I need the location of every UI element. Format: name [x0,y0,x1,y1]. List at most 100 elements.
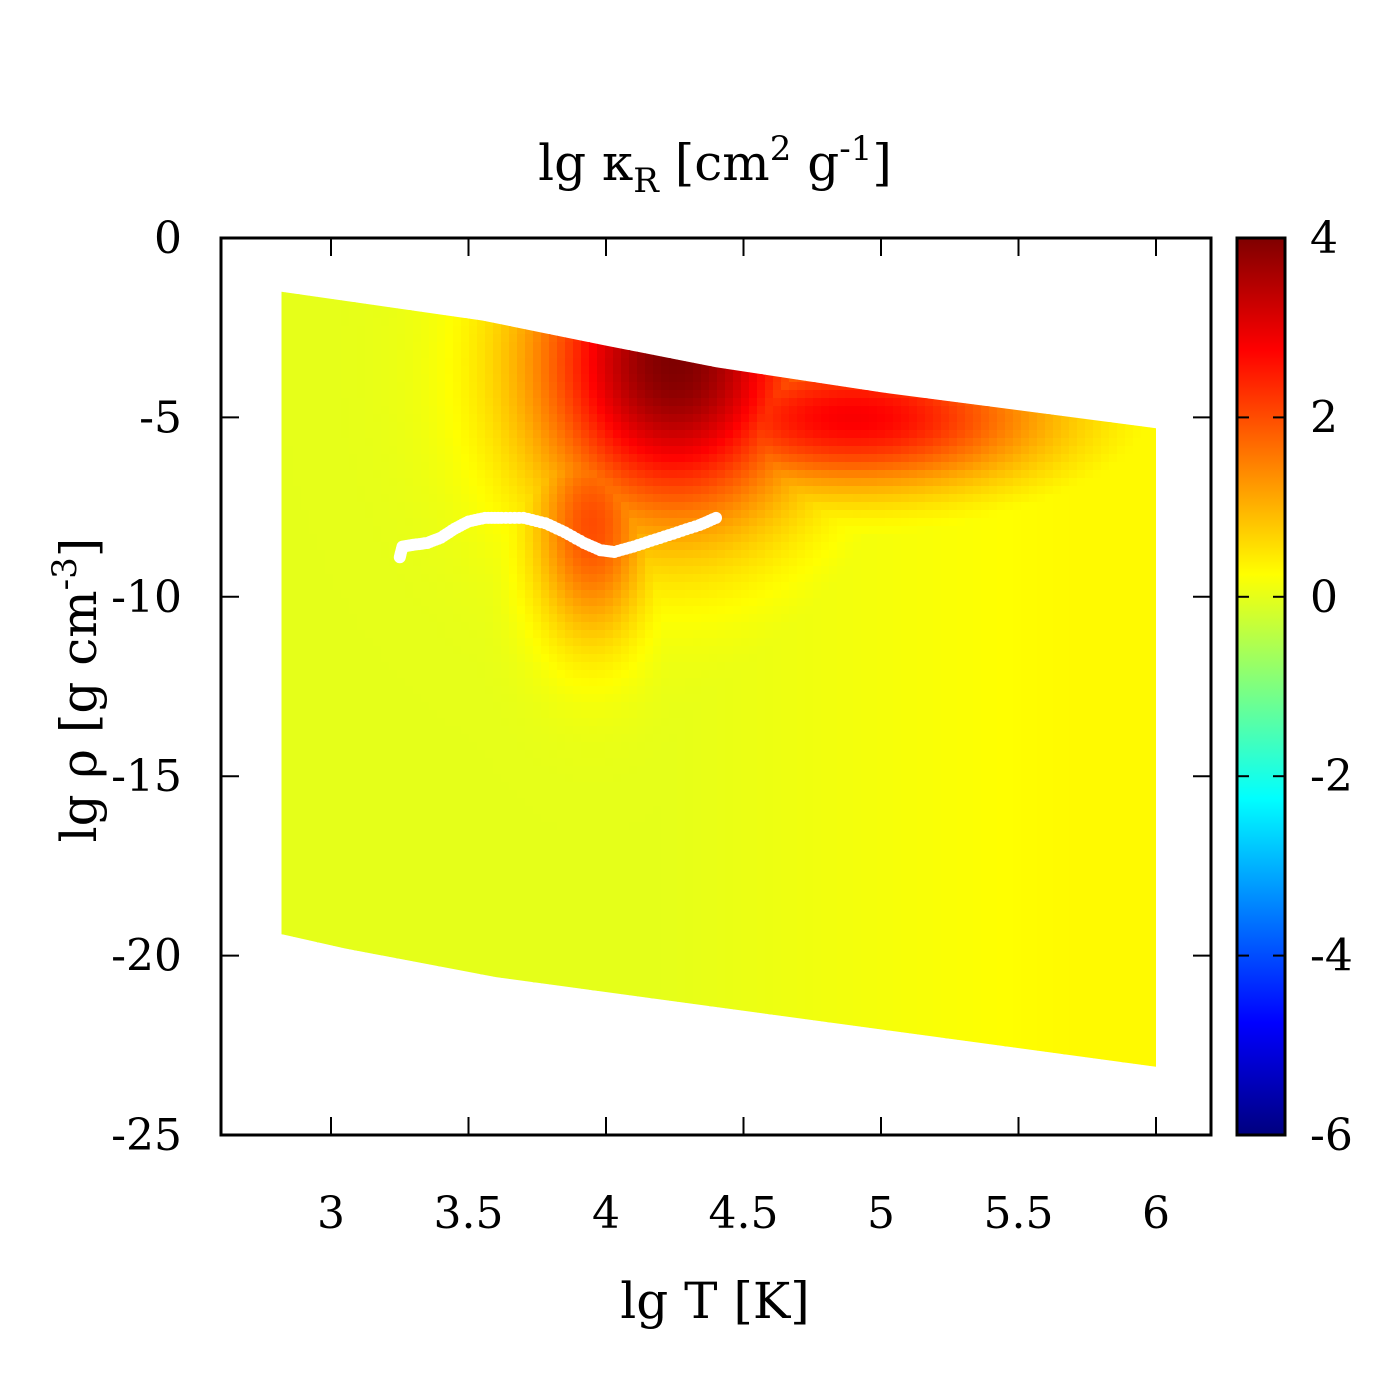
heatmap-cell [277,278,286,287]
heatmap-cell [325,1062,334,1067]
heatmap-cell [245,302,254,311]
heatmap-cell [437,862,446,871]
heatmap-cell [269,694,278,703]
heatmap-cell [325,1086,334,1095]
heatmap-cell [237,830,246,839]
heatmap-cell [517,1062,526,1067]
heatmap-cell [533,886,542,895]
heatmap-cell [261,342,270,351]
heatmap-cell [501,1030,510,1039]
heatmap-cell [517,918,526,927]
heatmap-cell [301,678,310,687]
heatmap-cell [253,710,262,719]
heatmap-cell [237,438,246,447]
heatmap-cell [317,766,326,775]
heatmap-cell [357,254,366,263]
heatmap-cell [421,430,430,439]
heatmap-cell [389,558,398,567]
heatmap-cell [293,462,302,471]
heatmap-cell [565,894,574,903]
heatmap-cell [281,526,286,535]
heatmap-cell [389,574,398,583]
heatmap-cell [549,614,558,623]
heatmap-cell [269,310,278,319]
heatmap-cell [445,622,454,631]
heatmap-cell [413,886,422,895]
heatmap-cell [541,438,550,447]
heatmap-cell [349,1022,358,1031]
heatmap-cell [293,654,302,663]
heatmap-cell [317,1022,326,1031]
heatmap-cell [293,310,302,319]
heatmap-cell [405,1046,414,1055]
heatmap-cell [557,494,566,503]
heatmap-cell [237,630,246,639]
heatmap-cell [485,806,494,815]
heatmap-cell [461,1078,470,1087]
heatmap-cell [485,702,494,711]
heatmap-cell [445,806,454,815]
heatmap-cell [293,846,302,855]
heatmap-cell [341,758,350,767]
heatmap-cell [253,382,262,391]
heatmap-cell [397,310,406,319]
heatmap-cell [461,310,470,319]
heatmap-cell [549,726,558,735]
heatmap-cell [405,614,414,623]
heatmap-cell [541,510,550,519]
heatmap-cell [517,958,526,967]
heatmap-cell [341,806,350,815]
heatmap-cell [341,534,350,543]
heatmap-cell [293,374,302,383]
heatmap-cell [421,310,430,319]
heatmap-cell [509,662,518,671]
heatmap-cell [309,830,318,839]
heatmap-cell [421,878,430,887]
heatmap-cell [293,1014,302,1023]
heatmap-cell [469,1030,478,1039]
heatmap-cell [341,918,350,927]
heatmap-cell [381,414,390,423]
heatmap-cell [549,1078,558,1087]
heatmap-cell [477,550,486,559]
heatmap-cell [269,742,278,751]
heatmap-cell [325,342,334,351]
heatmap-cell [429,966,438,975]
heatmap-cell [461,454,470,463]
heatmap-cell [237,294,246,303]
heatmap-cell [453,614,462,623]
heatmap-cell [269,438,278,447]
heatmap-cell [549,878,558,887]
heatmap-cell [493,982,502,991]
heatmap-cell [389,886,398,895]
heatmap-cell [565,1110,574,1119]
heatmap-cell [381,718,390,727]
heatmap-cell [381,310,390,319]
heatmap-cell [429,558,438,567]
heatmap-cell [453,950,462,959]
heatmap-cell [429,291,438,295]
heatmap-cell [397,806,406,815]
heatmap-cell [541,646,550,655]
heatmap-cell [421,806,430,815]
heatmap-cell [405,318,414,327]
heatmap-cell [237,398,246,407]
heatmap-cell [477,1054,486,1063]
heatmap-cell [413,1022,422,1031]
heatmap-cell [509,654,518,663]
heatmap-cell [525,782,534,791]
heatmap-cell [525,438,534,447]
heatmap-cell [325,998,334,1007]
heatmap-cell [349,382,358,391]
heatmap-cell [509,558,518,567]
heatmap-cell [365,270,374,279]
heatmap-cell [437,246,446,255]
heatmap-cell [373,870,382,879]
heatmap-cell [541,1054,550,1063]
heatmap-cell [325,710,334,719]
heatmap-cell [373,942,382,951]
heatmap-cell [517,710,526,719]
heatmap-cell [341,838,350,847]
heatmap-cell [373,998,382,1007]
heatmap-cell [317,670,326,679]
